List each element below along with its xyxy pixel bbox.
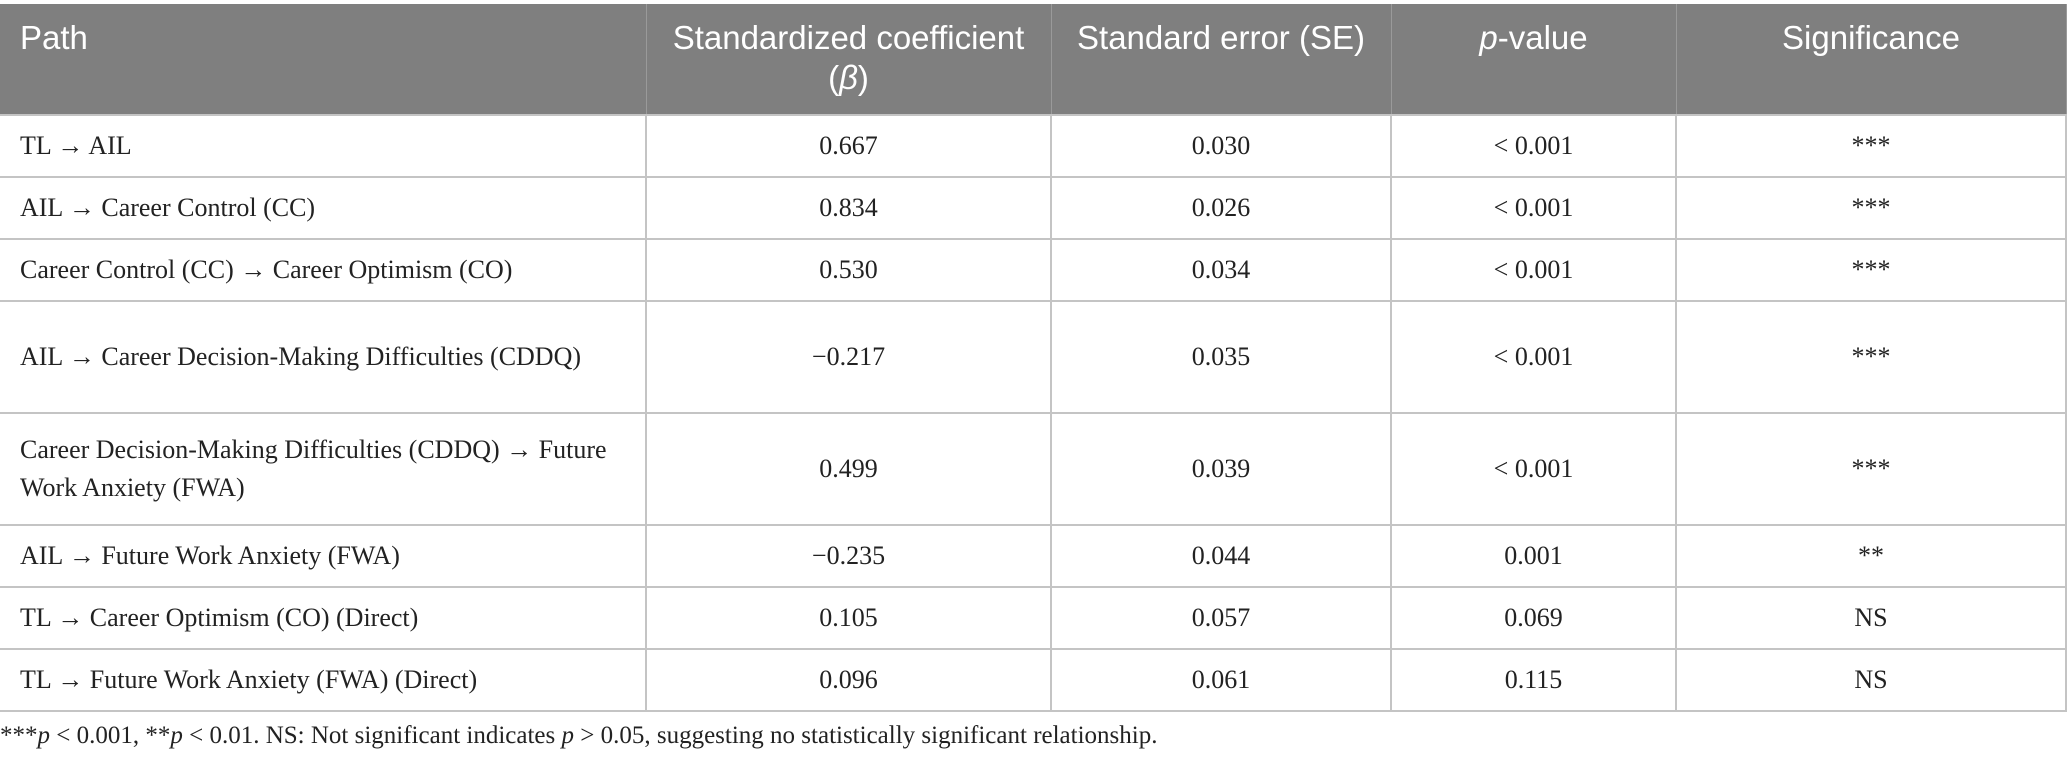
cell-sig: *** — [1675, 412, 2067, 526]
table-row: TL → Future Work Anxiety (FWA) (Direct) 0… — [0, 648, 2067, 712]
header-se: Standard error (SE) — [1051, 4, 1392, 115]
footnote-p: p — [170, 722, 183, 749]
cell-se: 0.039 — [1050, 412, 1392, 526]
cell-se: 0.061 — [1050, 648, 1392, 712]
cell-path: AIL → Future Work Anxiety (FWA) — [0, 524, 647, 588]
footnote-p: p — [37, 722, 51, 749]
cell-sig: *** — [1675, 300, 2067, 414]
cell-p: < 0.001 — [1390, 238, 1677, 302]
cell-path: TL → Career Optimism (CO) (Direct) — [0, 586, 647, 650]
beta-symbol: β — [839, 59, 858, 96]
cell-beta: 0.530 — [645, 238, 1052, 302]
cell-se: 0.034 — [1050, 238, 1392, 302]
cell-beta: 0.096 — [645, 648, 1052, 712]
footnote-part: *** — [0, 722, 38, 749]
p-rest: -value — [1497, 19, 1588, 56]
header-p-value: p-value — [1391, 4, 1677, 115]
header-significance: Significance — [1676, 4, 2067, 115]
cell-path: TL → Future Work Anxiety (FWA) (Direct) — [0, 648, 647, 712]
table-row: AIL → Future Work Anxiety (FWA) −0.235 0.0… — [0, 524, 2067, 588]
cell-sig: *** — [1675, 176, 2067, 240]
cell-p: 0.001 — [1390, 524, 1677, 588]
results-table: Path Standardized coefficient (β) Standa… — [0, 4, 2067, 712]
cell-p: < 0.001 — [1390, 176, 1677, 240]
cell-p: < 0.001 — [1390, 114, 1677, 178]
table-row: AIL → Career Control (CC) 0.834 0.026 < 0.0… — [0, 176, 2067, 240]
cell-sig: NS — [1675, 586, 2067, 650]
cell-sig: NS — [1675, 648, 2067, 712]
table-row: AIL → Career Decision-Making Difficultie… — [0, 300, 2067, 414]
cell-beta: 0.105 — [645, 586, 1052, 650]
cell-beta: 0.499 — [645, 412, 1052, 526]
cell-p: 0.115 — [1390, 648, 1677, 712]
cell-p: < 0.001 — [1390, 300, 1677, 414]
footnote: ***p < 0.001, **p < 0.01. NS: Not signif… — [0, 722, 1157, 750]
table-row: TL → AIL 0.667 0.030 < 0.001 *** — [0, 114, 2067, 178]
cell-se: 0.035 — [1050, 300, 1392, 414]
header-path: Path — [0, 4, 647, 115]
cell-se: 0.030 — [1050, 114, 1392, 178]
cell-sig: *** — [1675, 114, 2067, 178]
table-row: TL → Career Optimism (CO) (Direct) 0.105 0… — [0, 586, 2067, 650]
footnote-part: > 0.05, suggesting no statistically sign… — [574, 722, 1158, 749]
table-row: Career Control (CC) → Career Optimism (C… — [0, 238, 2067, 302]
table-row: Career Decision-Making Difficulties (CDD… — [0, 412, 2067, 526]
cell-sig: *** — [1675, 238, 2067, 302]
cell-beta: −0.235 — [645, 524, 1052, 588]
cell-beta: 0.667 — [645, 114, 1052, 178]
header-row: Path Standardized coefficient (β) Standa… — [0, 4, 2067, 115]
cell-path: AIL → Career Decision-Making Difficultie… — [0, 300, 647, 414]
cell-se: 0.044 — [1050, 524, 1392, 588]
footnote-p: p — [561, 722, 575, 749]
p-italic: p — [1479, 19, 1498, 56]
footnote-part: < 0.01. NS: Not significant indicates — [182, 722, 562, 749]
cell-beta: 0.834 — [645, 176, 1052, 240]
cell-se: 0.026 — [1050, 176, 1392, 240]
cell-path: TL → AIL — [0, 114, 647, 178]
footnote-part: < 0.001, ** — [50, 722, 171, 749]
cell-path: Career Control (CC) → Career Optimism (C… — [0, 238, 647, 302]
header-beta-close: ) — [857, 59, 869, 96]
cell-path: AIL → Career Control (CC) — [0, 176, 647, 240]
cell-beta: −0.217 — [645, 300, 1052, 414]
cell-p: < 0.001 — [1390, 412, 1677, 526]
cell-p: 0.069 — [1390, 586, 1677, 650]
cell-se: 0.057 — [1050, 586, 1392, 650]
header-beta-text: Standardized coefficient ( — [672, 19, 1025, 96]
cell-path: Career Decision-Making Difficulties (CDD… — [0, 412, 647, 526]
cell-sig: ** — [1675, 524, 2067, 588]
header-beta: Standardized coefficient (β) — [646, 4, 1052, 115]
